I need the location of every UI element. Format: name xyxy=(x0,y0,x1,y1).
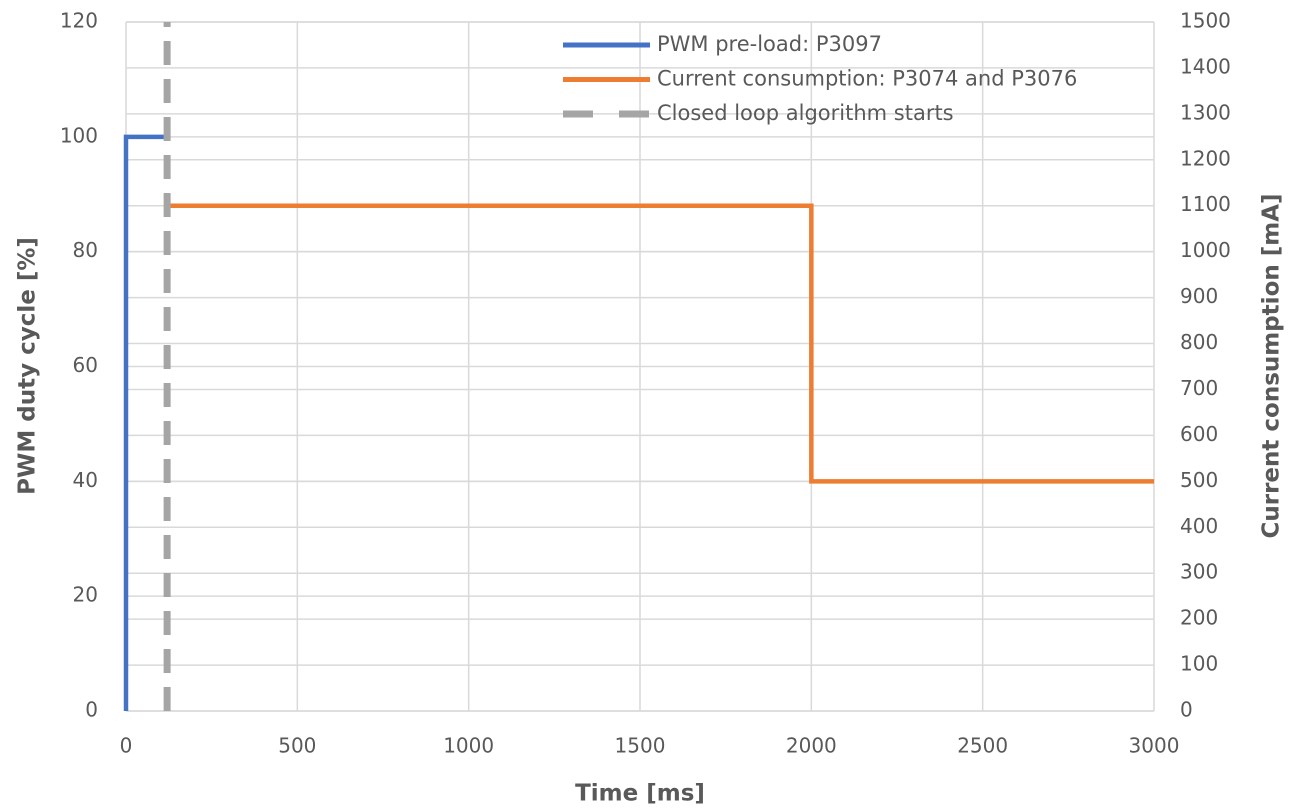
x-tick-label: 500 xyxy=(278,734,316,758)
y2-tick-label: 1100 xyxy=(1180,192,1231,216)
y-tick-label: 80 xyxy=(73,238,98,262)
y-tick-label: 100 xyxy=(60,123,98,147)
y2-tick-label: 300 xyxy=(1180,560,1218,584)
x-tick-label: 3000 xyxy=(1129,734,1180,758)
x-tick-label: 1000 xyxy=(443,734,494,758)
y-tick-label: 60 xyxy=(73,353,98,377)
y2-tick-label: 1000 xyxy=(1180,238,1231,262)
series-line xyxy=(167,203,1154,484)
y2-tick-label: 800 xyxy=(1180,330,1218,354)
y2-tick-label: 100 xyxy=(1180,652,1218,676)
y-tick-label: 40 xyxy=(73,468,98,492)
legend-label: PWM pre-load: P3097 xyxy=(657,32,882,56)
series-line xyxy=(123,134,168,711)
y2-tick-label: 600 xyxy=(1180,422,1218,446)
y-tick-label: 0 xyxy=(85,698,98,722)
legend-label: Closed loop algorithm starts xyxy=(657,101,954,125)
y2-tick-label: 500 xyxy=(1180,468,1218,492)
y2-axis-title: Current consumption [mA] xyxy=(1259,193,1285,538)
y2-tick-label: 0 xyxy=(1180,698,1193,722)
x-tick-label: 2500 xyxy=(957,734,1008,758)
y-tick-label: 20 xyxy=(73,583,98,607)
y2-tick-label: 700 xyxy=(1180,376,1218,400)
y2-tick-label: 1500 xyxy=(1180,9,1231,33)
y2-tick-label: 1400 xyxy=(1180,54,1231,78)
y2-tick-label: 1300 xyxy=(1180,100,1231,124)
legend-label: Current consumption: P3074 and P3076 xyxy=(657,67,1077,91)
y2-tick-label: 900 xyxy=(1180,284,1218,308)
y2-tick-label: 400 xyxy=(1180,514,1218,538)
y2-tick-label: 200 xyxy=(1180,606,1218,630)
x-tick-label: 2000 xyxy=(786,734,837,758)
x-tick-label: 0 xyxy=(120,734,133,758)
y2-tick-label: 1200 xyxy=(1180,146,1231,170)
y-axis-title: PWM duty cycle [%] xyxy=(15,237,41,495)
x-axis-title: Time [ms] xyxy=(575,781,705,807)
x-tick-label: 1500 xyxy=(615,734,666,758)
y-tick-label: 120 xyxy=(60,9,98,33)
